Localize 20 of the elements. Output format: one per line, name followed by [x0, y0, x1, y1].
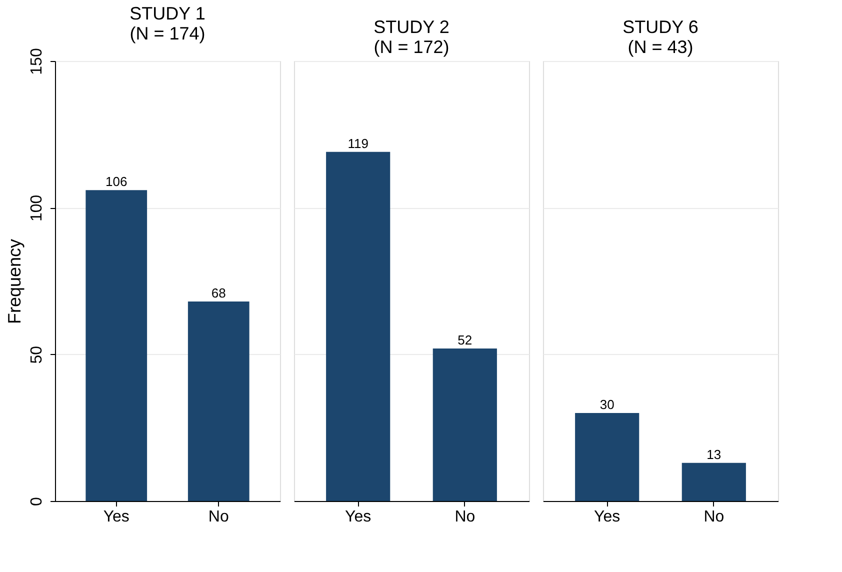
x-tick-label: No [454, 508, 476, 526]
y-tick-label: 100 [28, 194, 46, 222]
chart-title: STUDY 1 (N = 174) [130, 4, 206, 44]
y-tick-label: 0 [28, 496, 46, 506]
x-tick-label: Yes [103, 508, 130, 526]
data-label: 106 [106, 174, 128, 190]
y-axis-title: Frequency [4, 238, 24, 324]
data-label: 119 [348, 136, 368, 151]
y-tick-label: 150 [28, 48, 46, 75]
chart-title: STUDY 6 (N = 43) [622, 17, 698, 57]
data-label: 68 [211, 286, 226, 301]
x-tick-label: Yes [345, 508, 372, 526]
x-tick-label: No [704, 508, 724, 526]
data-label: 13 [706, 446, 722, 462]
y-tick-label: 50 [28, 346, 46, 364]
chart-title: STUDY 2 (N = 172) [374, 17, 450, 57]
data-label: 52 [458, 332, 472, 348]
x-tick-label: Yes [594, 508, 620, 526]
data-label: 30 [600, 397, 614, 412]
x-tick-label: No [208, 508, 229, 526]
